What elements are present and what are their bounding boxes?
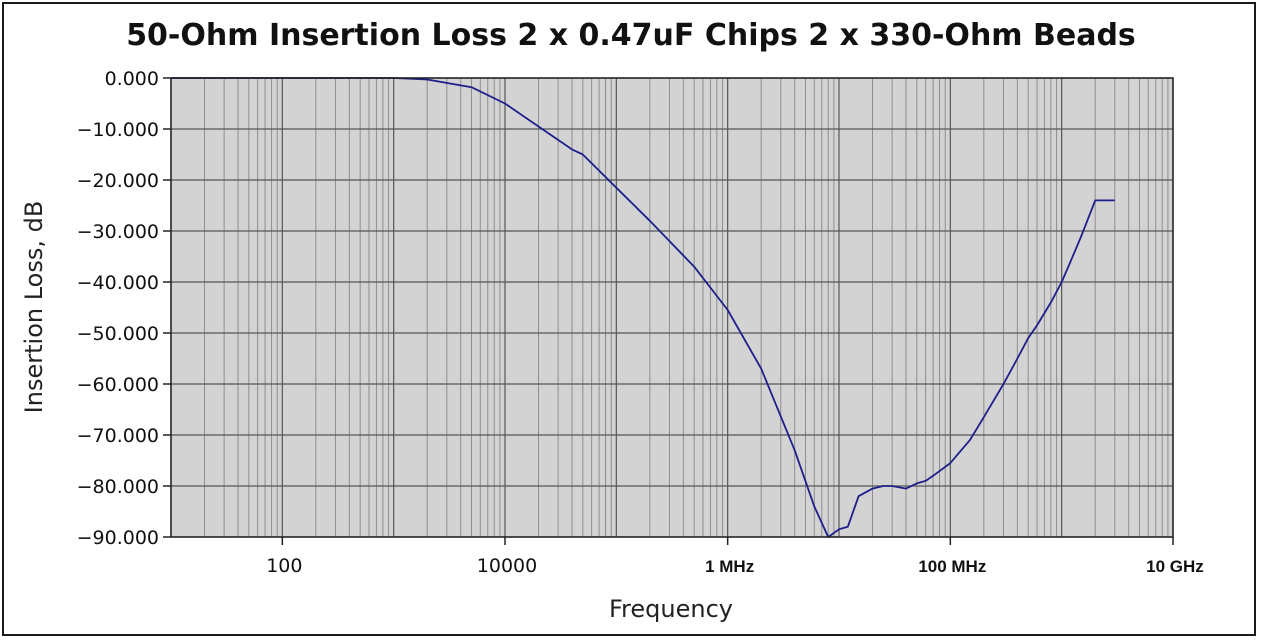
plot-area	[171, 78, 1173, 537]
y-tick-label: −80.000	[77, 476, 159, 498]
y-axis-label: Insertion Loss, dB	[20, 201, 48, 414]
y-tick-label: −20.000	[77, 170, 159, 192]
y-axis-ticks: 0.000 −10.000 −20.000 −30.000 −40.000 −50.000…	[77, 68, 171, 549]
chart-title: 50-Ohm Insertion Loss 2 x 0.47uF Chips 2…	[126, 18, 1136, 53]
insertion-loss-series-line	[171, 77, 1115, 538]
y-tick-label: −40.000	[77, 272, 159, 294]
x-axis-label: Frequency	[609, 595, 733, 623]
y-tick-label: −90.000	[77, 527, 159, 549]
y-tick-label: −50.000	[77, 323, 159, 345]
y-tick-label: −10.000	[77, 119, 159, 141]
x-tick-label: 100	[266, 555, 302, 577]
x-tick-label: 1 MHz	[705, 557, 754, 576]
y-tick-label: −30.000	[77, 221, 159, 243]
y-tick-label: 0.000	[105, 68, 159, 90]
x-axis-ticks: 100 10000 1 MHz 100 MHz 10 GHz	[266, 537, 1204, 577]
x-tick-label: 100 MHz	[918, 557, 986, 576]
x-tick-label: 10 GHz	[1146, 557, 1204, 576]
series-layer	[171, 77, 1115, 538]
minor-grid	[204, 78, 1169, 537]
y-tick-label: −60.000	[77, 374, 159, 396]
plot-border	[170, 77, 1174, 538]
y-tick-label: −70.000	[77, 425, 159, 447]
x-tick-label: 10000	[477, 555, 537, 577]
